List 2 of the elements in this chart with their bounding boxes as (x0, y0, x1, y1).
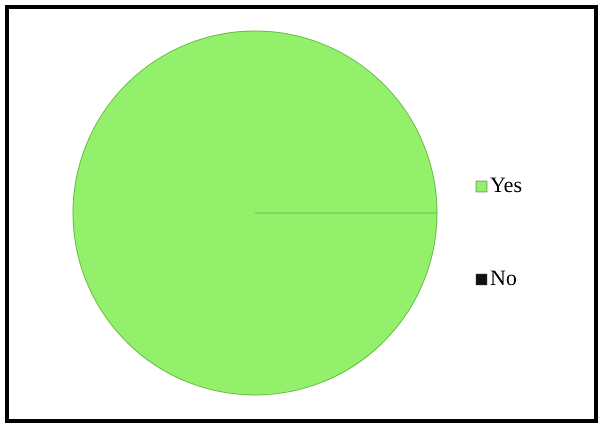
legend-label: No (490, 265, 517, 290)
legend-label: Yes (490, 172, 522, 197)
